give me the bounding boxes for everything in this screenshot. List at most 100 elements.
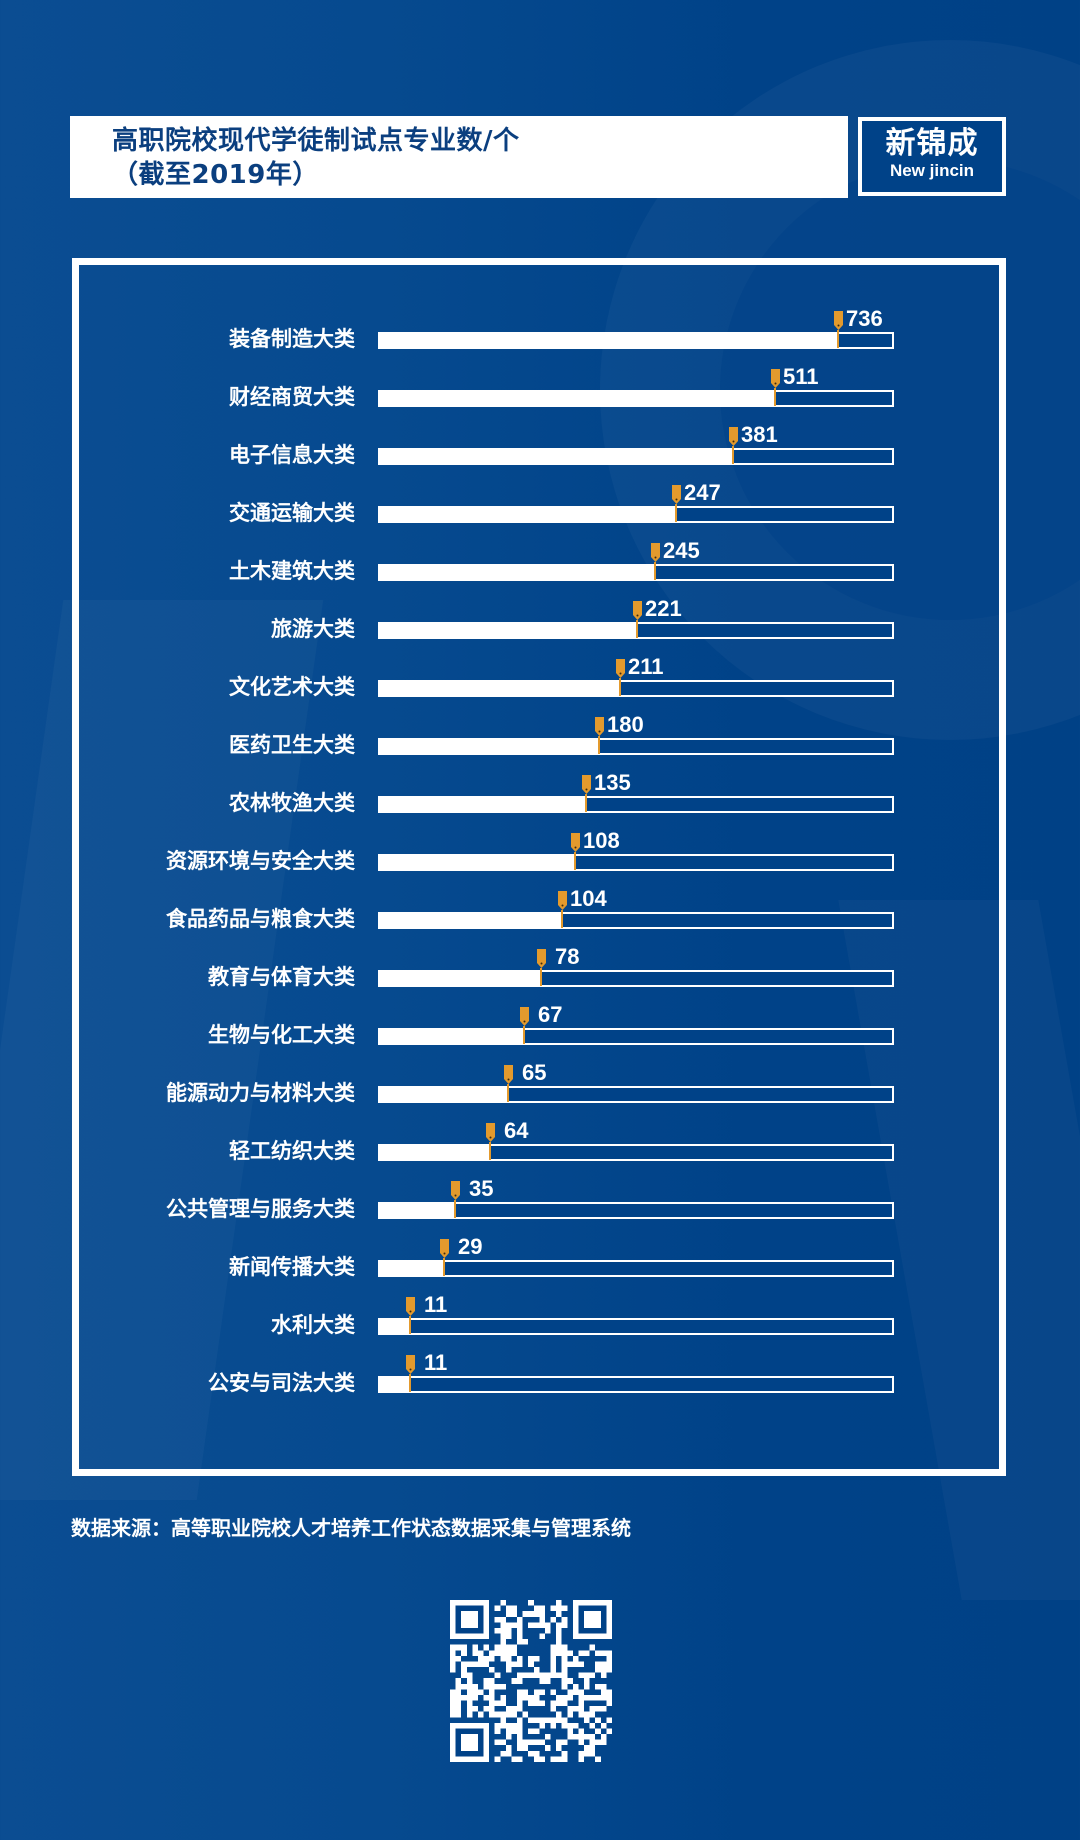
chart-frame: [72, 258, 1006, 1476]
marker-line: [523, 1026, 525, 1044]
bar-fill: [378, 680, 620, 697]
tag-marker-icon: [557, 891, 567, 910]
bar-fill: [378, 796, 586, 813]
value-label: 221: [645, 596, 682, 621]
bar-track: [378, 1318, 894, 1335]
tag-marker-icon: [615, 659, 625, 678]
chart-subtitle: （截至2019年）: [112, 160, 319, 190]
category-label: 食品药品与粮食大类: [166, 907, 355, 931]
bar-fill: [378, 854, 575, 871]
tag-marker-icon: [671, 485, 681, 504]
marker-line: [598, 736, 600, 754]
logo-chinese-text: 新锦成: [885, 126, 979, 161]
tag-marker-icon: [450, 1181, 460, 1200]
tag-marker-icon: [632, 601, 642, 620]
category-label: 旅游大类: [271, 617, 355, 641]
category-label: 农林牧渔大类: [229, 791, 355, 815]
marker-line: [619, 678, 621, 696]
category-label: 公安与司法大类: [208, 1371, 355, 1395]
bar-fill: [378, 506, 676, 523]
bar-fill: [378, 1376, 410, 1393]
marker-line: [774, 388, 776, 406]
bar-fill: [378, 912, 562, 929]
marker-line: [454, 1200, 456, 1218]
bar-fill: [378, 1202, 455, 1219]
bar-fill: [378, 1086, 508, 1103]
category-label: 水利大类: [271, 1313, 355, 1337]
marker-line: [654, 562, 656, 580]
tag-marker-icon: [570, 833, 580, 852]
category-label: 医药卫生大类: [229, 733, 355, 757]
tag-marker-icon: [594, 717, 604, 736]
bar-fill: [378, 970, 541, 987]
category-label: 装备制造大类: [229, 327, 355, 351]
value-label: 64: [504, 1118, 529, 1143]
tag-marker-icon: [650, 543, 660, 562]
chart-title: 高职院校现代学徒制试点专业数/个: [112, 126, 520, 156]
marker-line: [443, 1258, 445, 1276]
category-label: 交通运输大类: [229, 501, 355, 525]
tag-marker-icon: [581, 775, 591, 794]
marker-line: [540, 968, 542, 986]
tag-marker-icon: [485, 1123, 495, 1142]
category-label: 生物与化工大类: [208, 1023, 355, 1047]
value-label: 104: [570, 886, 607, 911]
tag-marker-icon: [405, 1297, 415, 1316]
title-box: 高职院校现代学徒制试点专业数/个 （截至2019年）: [70, 116, 848, 198]
marker-line: [507, 1084, 509, 1102]
tag-marker-icon: [728, 427, 738, 446]
value-label: 11: [424, 1350, 448, 1375]
bar-fill: [378, 1260, 444, 1277]
bar-track: [378, 1260, 894, 1277]
brand-logo: 新锦成 New jincin: [858, 117, 1006, 196]
value-label: 29: [458, 1234, 483, 1259]
marker-line: [574, 852, 576, 870]
value-label: 511: [783, 364, 819, 389]
marker-line: [409, 1316, 411, 1334]
category-label: 轻工纺织大类: [229, 1139, 355, 1163]
qr-code[interactable]: [450, 1600, 612, 1762]
value-label: 211: [628, 654, 664, 679]
bar-fill: [378, 332, 838, 349]
bar-fill: [378, 622, 637, 639]
bar-fill: [378, 448, 733, 465]
marker-line: [675, 504, 677, 522]
value-label: 381: [741, 422, 778, 447]
tag-marker-icon: [770, 369, 780, 388]
category-label: 文化艺术大类: [229, 675, 355, 699]
bar-fill: [378, 390, 775, 407]
marker-line: [837, 330, 839, 348]
tag-marker-icon: [405, 1355, 415, 1374]
data-source-note: 数据来源：高等职业院校人才培养工作状态数据采集与管理系统: [71, 1516, 631, 1540]
value-label: 35: [469, 1176, 494, 1201]
marker-line: [561, 910, 563, 928]
category-label: 新闻传播大类: [229, 1255, 355, 1279]
bar-track: [378, 1376, 894, 1393]
value-label: 11: [424, 1292, 448, 1317]
value-label: 180: [607, 712, 644, 737]
value-label: 67: [538, 1002, 563, 1027]
category-label: 资源环境与安全大类: [166, 849, 355, 873]
marker-line: [489, 1142, 491, 1160]
tag-marker-icon: [833, 311, 843, 330]
marker-line: [585, 794, 587, 812]
marker-line: [732, 446, 734, 464]
value-label: 245: [663, 538, 700, 563]
category-label: 能源动力与材料大类: [166, 1081, 355, 1105]
tag-marker-icon: [536, 949, 546, 968]
tag-marker-icon: [439, 1239, 449, 1258]
value-label: 65: [522, 1060, 547, 1085]
value-label: 247: [684, 480, 721, 505]
category-label: 电子信息大类: [229, 443, 355, 467]
logo-english-text: New jincin: [889, 161, 975, 180]
tag-marker-icon: [503, 1065, 513, 1084]
bar-fill: [378, 1144, 490, 1161]
marker-line: [636, 620, 638, 638]
tag-marker-icon: [519, 1007, 529, 1026]
value-label: 135: [594, 770, 631, 795]
value-label: 78: [555, 944, 580, 969]
category-label: 财经商贸大类: [229, 385, 355, 409]
bar-fill: [378, 738, 599, 755]
value-label: 108: [583, 828, 620, 853]
category-label: 公共管理与服务大类: [166, 1197, 355, 1221]
